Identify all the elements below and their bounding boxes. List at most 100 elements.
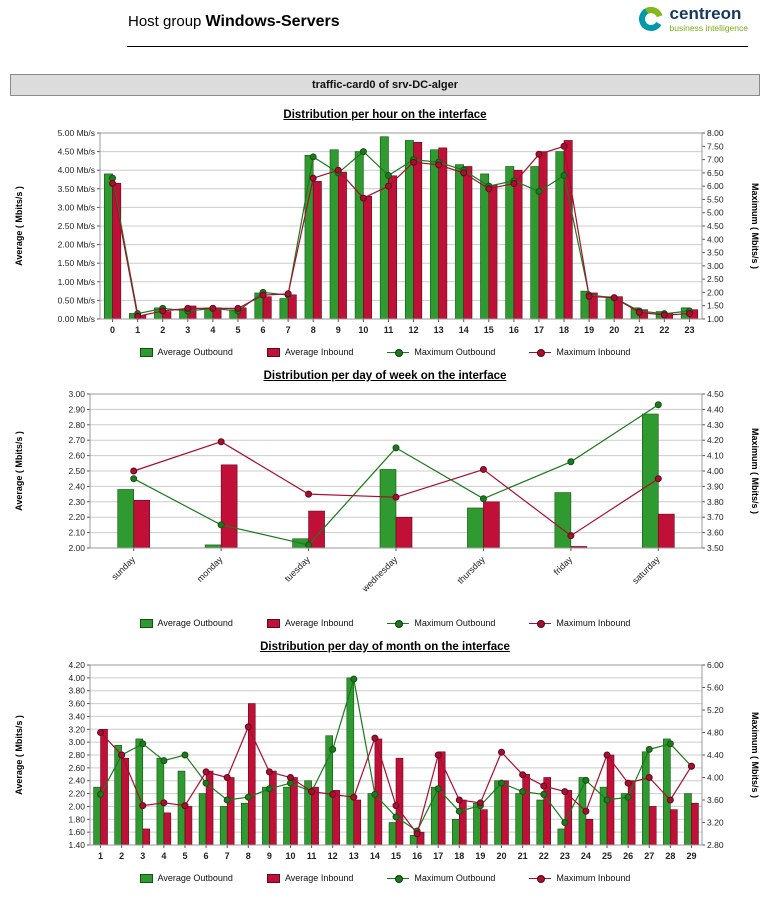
svg-text:15: 15 bbox=[391, 851, 401, 861]
svg-text:1.50 Mb/s: 1.50 Mb/s bbox=[58, 258, 95, 268]
svg-text:3.60: 3.60 bbox=[707, 795, 724, 805]
svg-text:5.50: 5.50 bbox=[707, 194, 724, 204]
svg-text:4.00: 4.00 bbox=[68, 673, 85, 683]
max-outbound-linedot-icon bbox=[387, 348, 410, 357]
svg-text:5: 5 bbox=[182, 851, 187, 861]
svg-text:Maximum ( Mbits/s ): Maximum ( Mbits/s ) bbox=[750, 712, 760, 798]
svg-text:3.00 Mb/s: 3.00 Mb/s bbox=[58, 202, 95, 212]
svg-text:4: 4 bbox=[210, 325, 215, 335]
svg-text:2.00: 2.00 bbox=[707, 287, 724, 297]
svg-text:11: 11 bbox=[307, 851, 317, 861]
svg-text:2.30: 2.30 bbox=[68, 497, 85, 507]
svg-text:2.60: 2.60 bbox=[68, 451, 85, 461]
svg-text:4.00 Mb/s: 4.00 Mb/s bbox=[58, 165, 95, 175]
svg-text:10: 10 bbox=[285, 851, 295, 861]
svg-text:2.20: 2.20 bbox=[68, 512, 85, 522]
header-divider bbox=[127, 46, 748, 47]
svg-text:3.00: 3.00 bbox=[707, 261, 724, 271]
svg-text:1.60: 1.60 bbox=[68, 827, 85, 837]
legend-label: Maximum Outbound bbox=[414, 618, 496, 628]
svg-text:1: 1 bbox=[135, 325, 140, 335]
svg-text:sunday: sunday bbox=[110, 554, 138, 582]
svg-text:5.20: 5.20 bbox=[707, 705, 724, 715]
legend-item-avg-outbound: Average Outbound bbox=[139, 873, 233, 883]
svg-text:4.10: 4.10 bbox=[707, 451, 724, 461]
legend-item-avg-outbound: Average Outbound bbox=[139, 347, 233, 357]
svg-text:16: 16 bbox=[509, 325, 519, 335]
svg-text:2.40: 2.40 bbox=[68, 481, 85, 491]
svg-text:8: 8 bbox=[311, 325, 316, 335]
svg-text:wednesday: wednesday bbox=[359, 554, 399, 594]
svg-text:7: 7 bbox=[225, 851, 230, 861]
svg-text:4.30: 4.30 bbox=[707, 420, 724, 430]
svg-text:2: 2 bbox=[119, 851, 124, 861]
report-header: Host group Windows-Servers centreon busi… bbox=[0, 0, 770, 48]
chart-canvas-wrap: 2.00 2.10 2.20 2.30 2.40 2.50 2.60 2.70 2.80 2.90… bbox=[0, 384, 770, 617]
svg-text:3.40: 3.40 bbox=[68, 711, 85, 721]
avg-inbound-swatch-icon bbox=[266, 618, 280, 628]
svg-text:25: 25 bbox=[602, 851, 612, 861]
report-title-bar: traffic-card0 of srv-DC-alger bbox=[10, 74, 760, 96]
svg-text:9: 9 bbox=[336, 325, 341, 335]
svg-text:15: 15 bbox=[484, 325, 494, 335]
svg-text:thursday: thursday bbox=[455, 554, 487, 586]
max-inbound-linedot-icon bbox=[529, 874, 552, 883]
svg-text:2.10: 2.10 bbox=[68, 528, 85, 538]
svg-text:monday: monday bbox=[195, 554, 225, 584]
legend-hourly: Average Outbound Average Inbound Maximum… bbox=[0, 347, 770, 357]
svg-text:4.20: 4.20 bbox=[68, 660, 85, 670]
svg-text:5.60: 5.60 bbox=[707, 683, 724, 693]
svg-text:21: 21 bbox=[634, 325, 644, 335]
svg-text:friday: friday bbox=[552, 554, 575, 577]
svg-text:13: 13 bbox=[349, 851, 359, 861]
legend-label: Average Inbound bbox=[284, 873, 354, 883]
svg-text:3.20: 3.20 bbox=[707, 818, 724, 828]
logo-text: centreon business intelligence bbox=[670, 5, 748, 33]
svg-text:4.50: 4.50 bbox=[707, 389, 724, 399]
legend-item-avg-inbound: Average Inbound bbox=[266, 873, 354, 883]
monthday-chart: 1.40 1.60 1.80 2.00 2.20 2.40 2.60 2.80 3.00 3.20… bbox=[14, 660, 760, 861]
svg-text:1.00: 1.00 bbox=[707, 314, 724, 324]
svg-text:2.00: 2.00 bbox=[68, 801, 85, 811]
svg-text:14: 14 bbox=[459, 325, 469, 335]
svg-text:4.50: 4.50 bbox=[707, 221, 724, 231]
svg-text:17: 17 bbox=[534, 325, 544, 335]
legend-label: Maximum Inbound bbox=[556, 347, 631, 357]
legend-item-avg-outbound: Average Outbound bbox=[139, 618, 233, 628]
svg-text:4.00: 4.00 bbox=[707, 466, 724, 476]
max-outbound-linedot-icon bbox=[387, 874, 410, 883]
legend-item-max-inbound: Maximum Inbound bbox=[529, 618, 630, 628]
svg-text:20: 20 bbox=[497, 851, 507, 861]
svg-text:saturday: saturday bbox=[630, 554, 662, 586]
svg-text:8.00: 8.00 bbox=[707, 128, 724, 138]
chart-block-hourly: Distribution per hour on the interface 0… bbox=[0, 109, 770, 357]
centreon-logo-icon bbox=[638, 7, 663, 32]
svg-text:14: 14 bbox=[370, 851, 380, 861]
svg-text:7: 7 bbox=[286, 325, 291, 335]
svg-text:Maximum ( Mbits/s ): Maximum ( Mbits/s ) bbox=[750, 183, 760, 269]
legend-label: Average Inbound bbox=[284, 347, 354, 357]
svg-text:5.00: 5.00 bbox=[707, 208, 724, 218]
legend-label: Maximum Inbound bbox=[556, 873, 631, 883]
svg-text:16: 16 bbox=[412, 851, 422, 861]
legend-label: Average Outbound bbox=[157, 347, 233, 357]
svg-text:3.00: 3.00 bbox=[68, 737, 85, 747]
svg-text:3.80: 3.80 bbox=[707, 497, 724, 507]
svg-text:22: 22 bbox=[659, 325, 669, 335]
legend-label: Maximum Outbound bbox=[414, 347, 496, 357]
svg-text:2.50: 2.50 bbox=[707, 274, 724, 284]
logo-tagline: business intelligence bbox=[669, 23, 748, 33]
legend-label: Average Inbound bbox=[284, 618, 354, 628]
legend-monthday: Average Outbound Average Inbound Maximum… bbox=[0, 873, 770, 883]
svg-text:4.00: 4.00 bbox=[707, 234, 724, 244]
svg-text:2.00: 2.00 bbox=[68, 543, 85, 553]
svg-text:23: 23 bbox=[684, 325, 694, 335]
svg-text:2.50: 2.50 bbox=[68, 466, 85, 476]
svg-text:2.80: 2.80 bbox=[68, 750, 85, 760]
svg-text:2.20: 2.20 bbox=[68, 789, 85, 799]
svg-text:19: 19 bbox=[584, 325, 594, 335]
svg-text:17: 17 bbox=[433, 851, 443, 861]
svg-text:29: 29 bbox=[686, 851, 696, 861]
svg-text:2.90: 2.90 bbox=[68, 404, 85, 414]
